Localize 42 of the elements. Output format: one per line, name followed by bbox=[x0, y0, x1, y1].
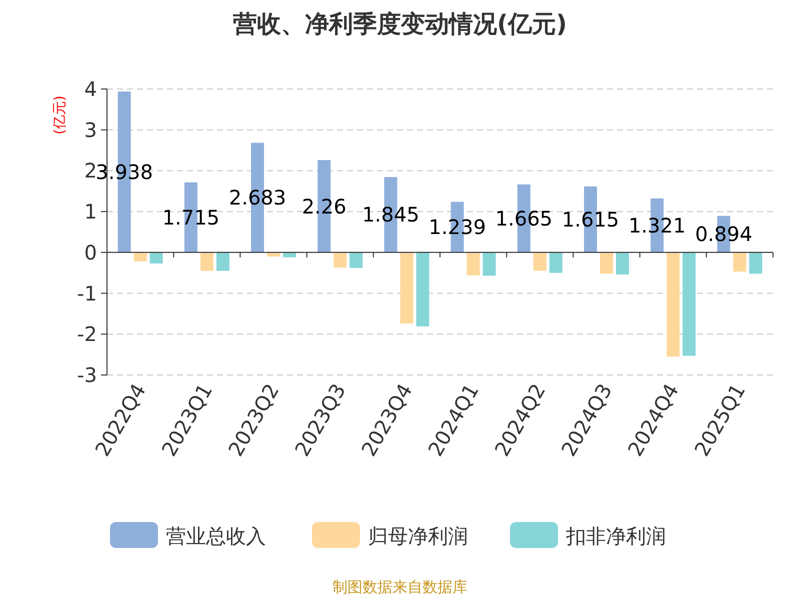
bar bbox=[616, 252, 629, 274]
data-label: 2.26 bbox=[302, 194, 346, 218]
legend-label: 扣非净利润 bbox=[565, 524, 666, 548]
data-label: 1.665 bbox=[495, 206, 553, 230]
bar bbox=[134, 252, 147, 262]
bar bbox=[600, 252, 613, 274]
bar bbox=[682, 252, 696, 356]
y-tick-label: 3 bbox=[84, 118, 97, 142]
bar bbox=[150, 252, 163, 264]
legend-label: 营业总收入 bbox=[166, 524, 266, 548]
data-label: 2.683 bbox=[228, 186, 286, 210]
bar bbox=[216, 252, 230, 271]
bar bbox=[334, 252, 347, 268]
bar bbox=[400, 252, 414, 324]
bar bbox=[416, 252, 430, 326]
bar bbox=[549, 252, 562, 273]
data-label: 1.715 bbox=[162, 205, 220, 230]
data-label: 1.845 bbox=[362, 202, 420, 227]
bar bbox=[283, 252, 296, 258]
bar bbox=[350, 252, 363, 268]
y-axis-title: (亿元) bbox=[52, 96, 68, 134]
bar bbox=[749, 252, 762, 274]
bar bbox=[466, 252, 480, 276]
bar bbox=[533, 252, 546, 271]
bar bbox=[482, 252, 496, 276]
y-tick-label: 4 bbox=[84, 77, 97, 101]
bar bbox=[666, 252, 680, 357]
y-tick-label: -3 bbox=[77, 363, 97, 387]
text: 制图数据来自数据库 bbox=[332, 578, 468, 596]
chart-title: 营收、净利季度变动情况(亿元) bbox=[232, 10, 567, 38]
bar bbox=[733, 252, 746, 272]
bar bbox=[200, 252, 214, 271]
data-label: 1.239 bbox=[428, 215, 486, 240]
data-label: 0.894 bbox=[695, 222, 752, 246]
data-label: 1.615 bbox=[562, 207, 620, 232]
y-tick-label: 0 bbox=[84, 240, 97, 264]
y-tick-label: -1 bbox=[77, 281, 97, 306]
y-tick-label: 1 bbox=[84, 200, 97, 224]
y-tick-label: 2 bbox=[84, 158, 97, 183]
data-label: 1.321 bbox=[628, 213, 686, 238]
legend-label: 归母净利润 bbox=[368, 524, 468, 548]
y-tick-label: -2 bbox=[77, 322, 97, 346]
